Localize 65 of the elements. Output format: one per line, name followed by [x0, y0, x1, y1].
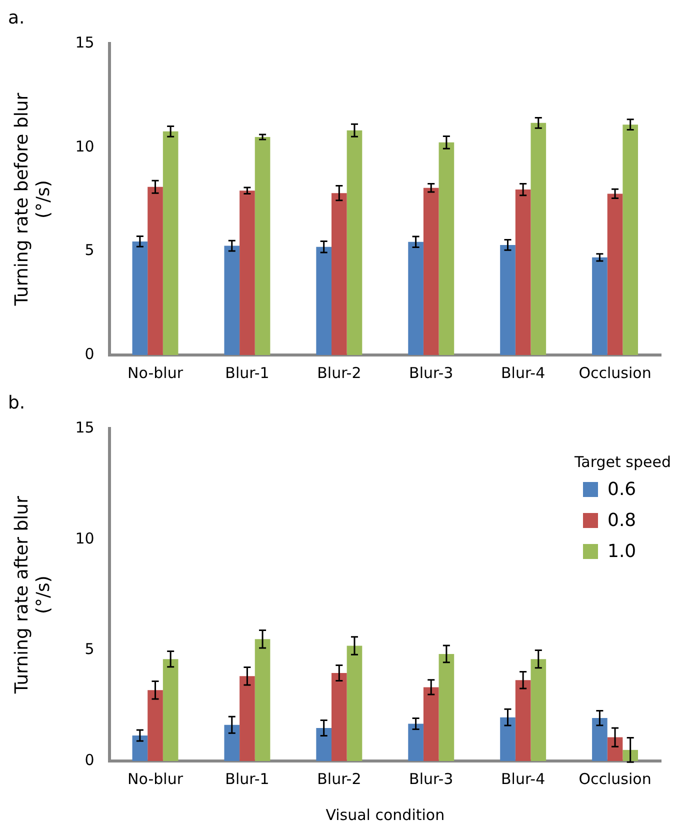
- y-tick-label: 10: [75, 137, 94, 156]
- x-tick-label: Blur-1: [225, 364, 270, 382]
- bar: [408, 724, 424, 761]
- bar: [592, 718, 608, 761]
- bar: [423, 687, 439, 761]
- bar: [316, 728, 332, 761]
- bar: [316, 246, 332, 355]
- y-axis-title: Turning rate after blur (°/s): [11, 495, 54, 695]
- legend-label: 1.0: [608, 541, 636, 562]
- chart-title: a.: [8, 7, 25, 28]
- bar: [346, 130, 362, 355]
- bar: [254, 639, 270, 761]
- bar: [500, 717, 516, 761]
- bar: [332, 673, 347, 761]
- bar: [622, 750, 638, 761]
- bar: [607, 194, 623, 355]
- bar: [530, 122, 546, 355]
- x-tick-label: Blur-4: [501, 364, 546, 382]
- bar: [224, 724, 240, 761]
- x-tick-label: Blur-3: [409, 770, 454, 788]
- legend-label: 0.8: [608, 510, 636, 531]
- x-tick-label: Blur-1: [225, 770, 270, 788]
- bar: [592, 257, 608, 355]
- x-tick-label: No-blur: [128, 364, 184, 382]
- bar: [224, 246, 240, 355]
- x-tick-label: No-blur: [128, 770, 184, 788]
- y-tick-label: 10: [75, 529, 94, 548]
- bar: [148, 690, 163, 761]
- bar: [148, 186, 163, 355]
- bar: [438, 654, 454, 761]
- bar: [162, 659, 178, 761]
- bar: [132, 241, 148, 355]
- x-tick-label: Blur-2: [317, 770, 362, 788]
- bar: [254, 137, 270, 355]
- y-tick-label: 15: [75, 33, 94, 52]
- chart-title: b.: [8, 392, 26, 414]
- y-tick-label: 5: [84, 241, 94, 260]
- bar: [423, 188, 439, 355]
- bar: [515, 190, 531, 355]
- x-tick-label: Occlusion: [578, 364, 652, 382]
- bar: [162, 131, 178, 355]
- bar: [332, 193, 347, 355]
- bar: [240, 190, 255, 355]
- y-tick-label: 0: [84, 750, 94, 769]
- x-axis-title: Visual condition: [326, 806, 445, 824]
- bar: [530, 659, 546, 761]
- bar: [515, 680, 531, 761]
- bar: [500, 244, 516, 355]
- x-tick-label: Blur-3: [409, 364, 454, 382]
- bar: [240, 676, 255, 761]
- y-tick-label: 5: [84, 640, 94, 658]
- y-tick-label: 0: [84, 344, 94, 363]
- bar: [438, 142, 454, 355]
- bar: [132, 736, 148, 761]
- bar: [346, 646, 362, 761]
- bar: [607, 737, 623, 761]
- x-tick-label: Occlusion: [578, 770, 652, 788]
- bar: [622, 124, 638, 355]
- y-axis-title: Turning rate before blur (°/s): [11, 92, 54, 307]
- y-tick-label: 15: [75, 418, 94, 436]
- legend-label: 0.6: [608, 479, 636, 500]
- x-tick-label: Blur-4: [501, 770, 546, 788]
- x-tick-label: Blur-2: [317, 364, 362, 382]
- legend-title: Target speed: [574, 453, 671, 471]
- bar: [408, 242, 424, 355]
